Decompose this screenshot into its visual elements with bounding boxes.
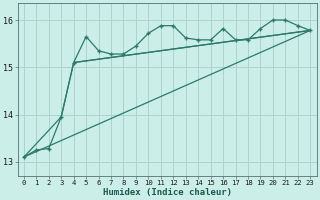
- X-axis label: Humidex (Indice chaleur): Humidex (Indice chaleur): [103, 188, 232, 197]
